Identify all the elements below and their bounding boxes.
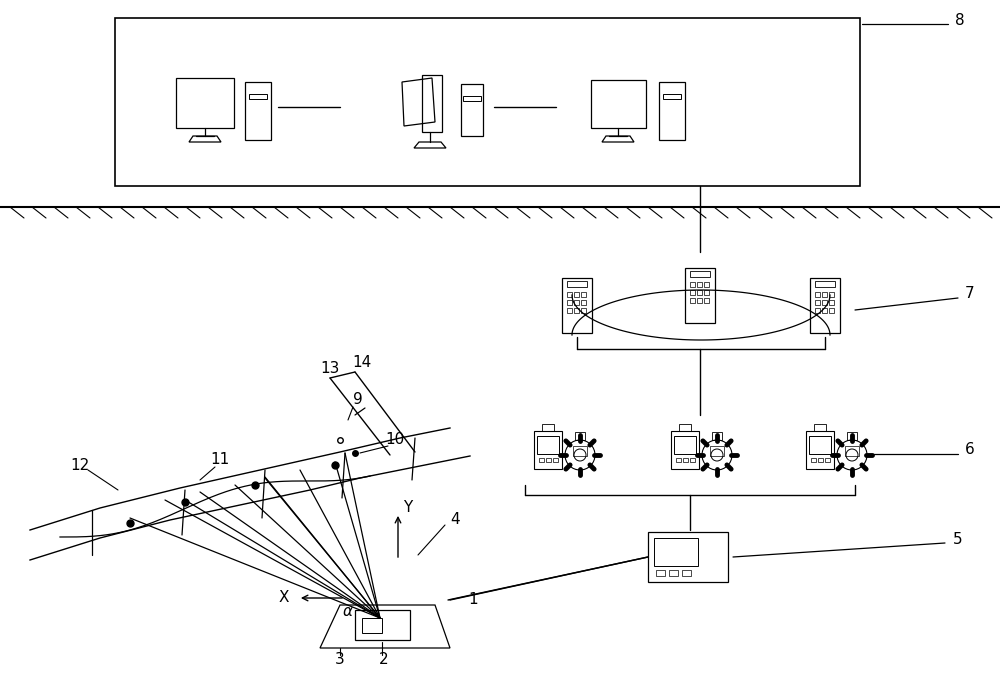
Bar (829, 308, 834, 312)
Bar (685, 268, 715, 323)
Bar (546, 458, 551, 462)
Bar (355, 610, 410, 640)
Bar (712, 432, 722, 440)
Bar (690, 290, 695, 294)
Bar (690, 270, 710, 277)
Bar (676, 458, 681, 462)
Bar (829, 299, 834, 305)
Text: α: α (343, 605, 353, 619)
Text: 11: 11 (210, 453, 230, 468)
Bar (115, 18, 860, 186)
Bar (249, 94, 267, 99)
Text: 2: 2 (379, 652, 389, 667)
Bar (683, 458, 688, 462)
Bar (682, 570, 691, 576)
Bar (659, 82, 685, 140)
Bar (567, 281, 587, 286)
Bar (710, 446, 724, 456)
Bar (553, 458, 558, 462)
Bar (810, 277, 840, 332)
Bar (818, 458, 823, 462)
Bar (690, 297, 695, 303)
Bar (461, 84, 483, 136)
Bar (815, 308, 820, 312)
Bar (648, 532, 728, 582)
Text: 3: 3 (335, 652, 345, 667)
Bar (245, 82, 271, 140)
Bar (654, 538, 698, 566)
Bar (822, 292, 827, 297)
Bar (815, 292, 820, 297)
Bar (697, 297, 702, 303)
Text: 13: 13 (320, 361, 340, 376)
Bar (537, 436, 559, 454)
Bar (690, 458, 695, 462)
Text: 6: 6 (965, 442, 975, 458)
Bar (362, 618, 382, 633)
Bar (814, 424, 826, 431)
Bar (825, 458, 830, 462)
Bar (656, 570, 665, 576)
Bar (822, 299, 827, 305)
Text: 1: 1 (468, 592, 478, 608)
Bar (829, 292, 834, 297)
Bar (463, 96, 481, 101)
Bar (669, 570, 678, 576)
Bar (567, 292, 572, 297)
Text: 5: 5 (953, 533, 963, 548)
Bar (697, 281, 702, 286)
Bar (573, 446, 587, 456)
Text: 14: 14 (352, 354, 372, 369)
Bar (176, 78, 234, 128)
Bar (663, 94, 681, 99)
Bar (674, 436, 696, 454)
Text: 12: 12 (70, 458, 90, 473)
Bar (809, 436, 831, 454)
Text: X: X (279, 590, 289, 605)
Bar (539, 458, 544, 462)
Bar (534, 431, 562, 469)
Bar (574, 292, 579, 297)
Bar (704, 297, 709, 303)
Bar (567, 308, 572, 312)
Text: 8: 8 (955, 12, 965, 28)
Bar (562, 277, 592, 332)
Bar (815, 299, 820, 305)
Bar (806, 431, 834, 469)
Text: 9: 9 (353, 392, 363, 407)
Bar (811, 458, 816, 462)
Text: Y: Y (403, 499, 413, 515)
Bar (574, 299, 579, 305)
Bar (567, 299, 572, 305)
Bar (581, 299, 586, 305)
Bar (690, 281, 695, 286)
Bar (697, 290, 702, 294)
Bar (704, 281, 709, 286)
Bar (575, 432, 585, 440)
Bar (671, 431, 699, 469)
Bar (679, 424, 691, 431)
Bar (581, 292, 586, 297)
Text: 4: 4 (450, 513, 460, 528)
Bar (847, 432, 857, 440)
Bar (704, 290, 709, 294)
Bar (590, 80, 646, 128)
Text: 7: 7 (965, 286, 975, 301)
Bar (542, 424, 554, 431)
Bar (822, 308, 827, 312)
Bar (574, 308, 579, 312)
Text: 10: 10 (385, 433, 405, 447)
Bar (815, 281, 835, 286)
Bar (581, 308, 586, 312)
Bar (845, 446, 859, 456)
